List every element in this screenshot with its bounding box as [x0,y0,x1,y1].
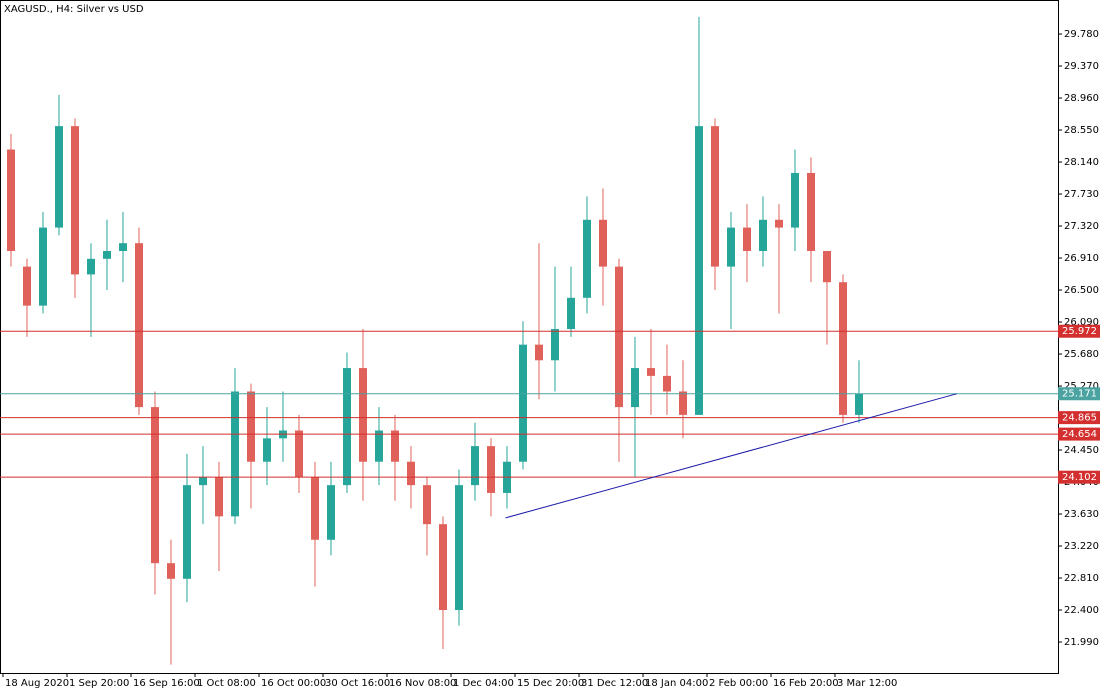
candle-body [711,126,719,267]
level-label-box [1058,324,1100,338]
y-tick-label: 26.500 [1064,285,1099,296]
level-label: 24.865 [1062,413,1097,424]
candle-body [215,477,223,517]
candle-body [295,430,303,478]
y-tick-label: 24.450 [1064,445,1099,456]
candle-body [23,266,31,306]
candle-body [679,391,687,415]
level-label: 24.654 [1062,429,1097,440]
candle-body [535,344,543,361]
candle-body [247,391,255,462]
candle-body [87,258,95,275]
candle-body [439,524,447,611]
candle-body [631,368,639,408]
candle-body [199,477,207,486]
candle-body [455,485,463,611]
candle-body [567,297,575,330]
y-tick-label: 25.270 [1064,381,1099,392]
candle-body [391,430,399,462]
candle-body [119,243,127,251]
x-tick-label: 31 Dec 12:00 [581,678,648,689]
y-tick-label: 21.990 [1064,637,1099,648]
level-label-box [1058,411,1100,425]
candle-body [71,126,79,275]
level-label: 25.972 [1062,326,1097,337]
candle-body [263,438,271,462]
y-tick-label: 29.370 [1064,61,1099,72]
y-tick-label: 28.960 [1064,93,1099,104]
level-label-box [1058,387,1100,401]
chart-title: XAGUSD., H4: Silver vs USD [4,4,144,15]
y-tick-label: 27.730 [1064,189,1099,200]
y-tick-label: 22.400 [1064,605,1099,616]
candle-body [551,329,559,361]
candle-body [775,219,783,228]
candle-body [407,461,415,486]
candle-body [855,393,863,415]
candle-body [823,250,831,283]
candle-body [375,430,383,462]
candle-body [167,563,175,579]
candle-body [519,344,527,462]
candle-body [791,172,799,228]
candle-body [471,446,479,486]
plot-frame [0,0,1059,674]
candle-body [55,126,63,228]
candle-body [7,149,15,251]
candle-body [359,368,367,462]
candle-body [743,227,751,251]
x-tick-label: 16 Sep 16:00 [133,678,200,689]
candle-body [487,446,495,493]
y-tick-label: 22.810 [1064,573,1099,584]
x-tick-label: 18 Jan 04:00 [645,678,708,689]
level-label-box [1058,470,1100,484]
candle-body [727,227,735,267]
y-tick-label: 25.680 [1064,349,1099,360]
candle-body [135,243,143,408]
y-tick-label: 29.780 [1064,29,1099,40]
candle-body [327,485,335,540]
level-label: 25.171 [1062,389,1097,400]
x-tick-label: 16 Oct 00:00 [261,678,326,689]
x-tick-label: 1 Sep 20:00 [69,678,129,689]
candle-body [807,172,815,251]
y-tick-label: 26.910 [1064,253,1099,264]
candle-body [39,227,47,306]
candle-body [647,368,655,376]
y-tick-label: 26.090 [1064,317,1099,328]
x-tick-label: 1 Dec 04:00 [453,678,514,689]
candle-body [103,250,111,259]
y-tick-label: 27.320 [1064,221,1099,232]
x-tick-label: 15 Dec 20:00 [517,678,584,689]
candle-body [663,375,671,392]
candle-body [183,485,191,579]
y-tick-label: 28.550 [1064,125,1099,136]
x-tick-label: 1 Oct 08:00 [197,678,256,689]
candle-body [695,126,703,415]
x-tick-label: 16 Nov 08:00 [389,678,456,689]
candle-body [423,485,431,525]
x-tick-label: 16 Feb 20:00 [773,678,839,689]
level-label: 24.102 [1062,472,1097,483]
x-tick-label: 2 Feb 00:00 [709,678,768,689]
candle-body [583,219,591,298]
candle-body [759,219,767,251]
y-tick-label: 23.220 [1064,541,1099,552]
candle-body [231,391,239,517]
candle-body [839,282,847,415]
y-tick-label: 23.630 [1064,509,1099,520]
candle-body [311,477,319,540]
y-tick-label: 28.140 [1064,157,1099,168]
candle-body [615,266,623,408]
candle-body [151,407,159,564]
trendline [505,393,957,519]
candle-body [599,219,607,267]
x-tick-label: 30 Oct 16:00 [325,678,390,689]
level-label-box [1058,427,1100,441]
x-tick-label: 3 Mar 12:00 [837,678,897,689]
x-tick-label: 18 Aug 2020 [5,678,69,689]
candle-body [343,368,351,486]
